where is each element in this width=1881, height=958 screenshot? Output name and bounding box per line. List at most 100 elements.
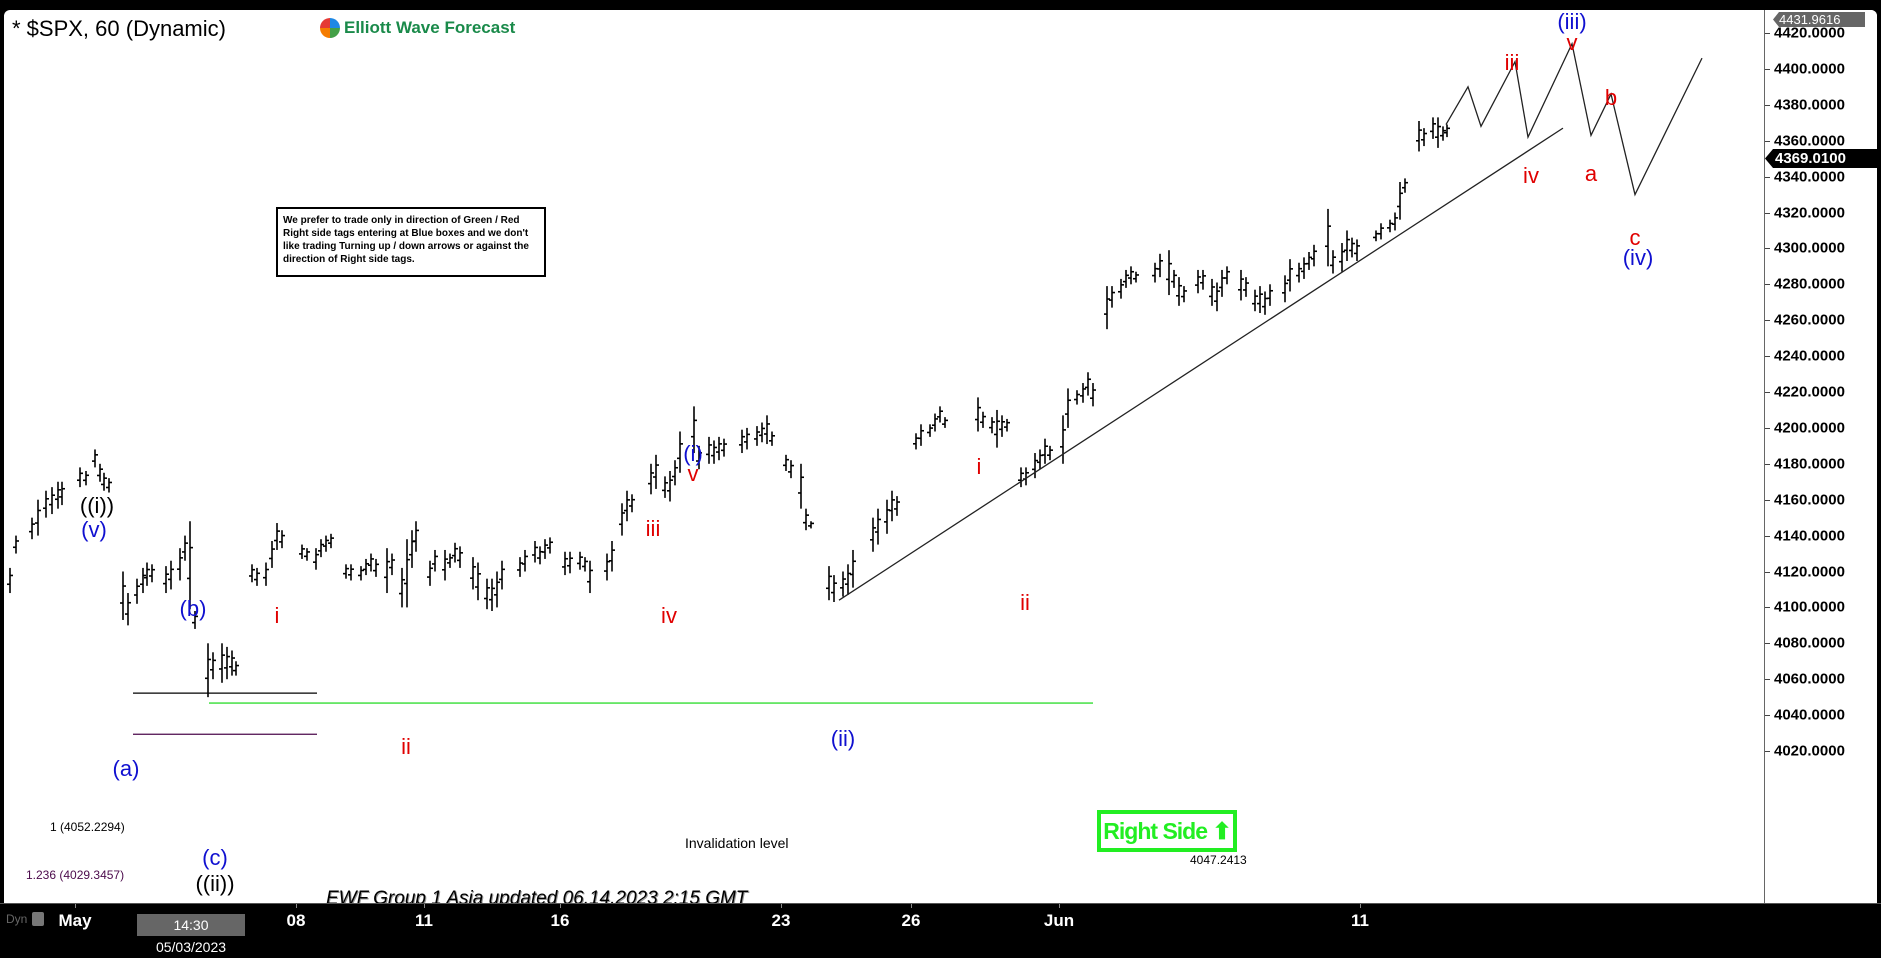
wave-label: (a): [112, 756, 140, 781]
ohlc-bar: [187, 521, 193, 610]
ohlc-bar: [125, 593, 131, 626]
wave-label: ((i)): [79, 493, 115, 518]
wave-label: (ii): [830, 726, 856, 751]
ohlc-bar: [83, 470, 89, 486]
price-tick-label: 4380.0000: [1774, 96, 1845, 114]
cursor-time: 14:30 05/03/2023: [137, 914, 245, 955]
ohlc-bar: [1339, 243, 1345, 272]
ohlc-bar: [667, 470, 673, 502]
ohlc-bar: [624, 490, 630, 522]
ohlc-bar: [442, 549, 448, 581]
ohlc-bar: [484, 578, 490, 610]
price-tick-label: 4240.0000: [1774, 347, 1845, 365]
price-tick-mark: [1765, 643, 1770, 645]
ohlc-bar: [1373, 230, 1379, 242]
ohlc-bar: [92, 449, 98, 468]
ohlc-bar: [1152, 262, 1158, 283]
ohlc-bar: [1378, 223, 1384, 240]
ohlc-bar: [889, 490, 895, 522]
ohlc-bar: [831, 575, 837, 603]
ohlc-bar: [547, 537, 553, 554]
time-tick-mark: [75, 904, 76, 908]
ohlc-bar: [368, 553, 374, 572]
invalidation-value: 4047.2413: [1190, 853, 1247, 867]
price-tick-mark: [1765, 751, 1770, 752]
high-price-tag: 4431.9616: [1773, 12, 1865, 27]
price-tick-mark: [1765, 212, 1770, 214]
ohlc-bar: [404, 539, 410, 608]
ohlc-bar: [677, 431, 683, 473]
ohlc-bar: [1387, 219, 1393, 233]
ohlc-bar: [229, 650, 235, 676]
ohlc-bar: [77, 467, 83, 488]
time-tick-mark: [781, 904, 782, 908]
ohlc-bar: [447, 553, 453, 568]
time-tick-label: 16: [550, 911, 570, 930]
ohlc-bar: [304, 548, 310, 561]
ewf-logo-icon: [320, 18, 340, 38]
ohlc-bar: [55, 481, 61, 509]
wave-label: i: [976, 454, 982, 479]
ohlc-bar: [1085, 372, 1091, 396]
chart-area[interactable]: * $SPX, 60 (Dynamic) Elliott Wave Foreca…: [4, 10, 1877, 913]
wave-label: (v): [81, 517, 107, 542]
time-tick-mark: [560, 904, 561, 908]
ohlc-bar: [1238, 269, 1244, 301]
right-side-tag: Right Side ⬆: [1097, 810, 1237, 852]
wave-label: v: [1566, 30, 1578, 55]
ohlc-bar: [59, 481, 65, 506]
ohlc-bar: [542, 539, 548, 559]
ohlc-bar: [106, 478, 112, 493]
price-axis[interactable]: 4420.0000 4400.0000 4380.0000 4360.0000 4340…: [1764, 10, 1877, 913]
wave-label: (iv): [1622, 245, 1654, 270]
ohlc-bar: [711, 440, 717, 464]
wave-label: a: [1584, 161, 1598, 186]
wave-label: (i): [683, 441, 703, 466]
ohlc-bar: [672, 460, 678, 486]
price-plot[interactable]: [4, 10, 1764, 913]
lock-icon[interactable]: [32, 912, 44, 926]
ohlc-bar: [254, 567, 260, 586]
trading-notice: We prefer to trade only in direction of …: [276, 207, 546, 277]
price-tick-label: 4280.0000: [1774, 275, 1845, 293]
ohlc-bar: [192, 610, 198, 629]
ohlc-bar: [452, 542, 458, 563]
ohlc-bar: [1195, 269, 1201, 294]
price-tick-label: 4200.0000: [1774, 419, 1845, 437]
ohlc-bar: [219, 643, 225, 683]
ohlc-bar: [1209, 278, 1215, 306]
ohlc-bar: [875, 508, 881, 545]
ohlc-bar: [409, 530, 415, 568]
ohlc-bar: [648, 463, 654, 495]
time-tick-label: 11: [415, 911, 433, 930]
wave-label: iii: [645, 516, 661, 541]
ohlc-bar: [587, 560, 593, 594]
ohlc-bar: [168, 560, 174, 590]
ohlc-bar: [696, 445, 702, 470]
ohlc-bar: [348, 564, 354, 581]
ohlc-bar: [1181, 286, 1187, 303]
fib-1236-label: 1.236 (4029.3457): [26, 868, 125, 882]
time-axis[interactable]: Dyn May 08 11 16 23 26 Jun 11: [0, 903, 1881, 934]
ohlc-bar: [163, 566, 169, 594]
ohlc-bar: [1224, 266, 1230, 285]
ohlc-bar: [716, 436, 722, 461]
ohlc-bar: [489, 578, 495, 611]
ohlc-bar: [373, 558, 379, 577]
fib-1-label: 1 (4052.2294): [50, 820, 125, 834]
ohlc-bar: [532, 540, 538, 563]
price-tick-label: 4120.0000: [1774, 563, 1845, 580]
price-tick-mark: [1765, 33, 1770, 34]
ohlc-bar: [769, 431, 775, 446]
ohlc-bar: [567, 551, 573, 574]
ohlc-bar: [1037, 449, 1043, 470]
ohlc-bar: [494, 571, 500, 608]
ohlc-bar: [1444, 124, 1450, 138]
ohlc-bar: [1430, 117, 1436, 139]
ohlc-bar: [562, 551, 568, 576]
price-tick-label: 4140.0000: [1774, 527, 1845, 545]
ohlc-bar: [1267, 284, 1273, 306]
right-side-label: Right Side: [1103, 818, 1208, 844]
ohlc-bar: [706, 436, 712, 464]
ohlc-bar: [1219, 269, 1225, 297]
